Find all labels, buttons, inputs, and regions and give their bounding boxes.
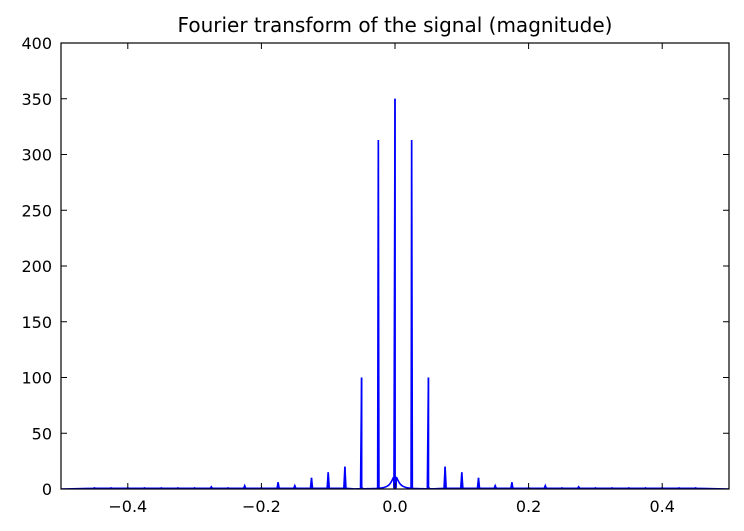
x-axis-ticks: −0.4 −0.2 0.0 0.2 0.4 bbox=[108, 43, 675, 516]
x-tick-label: 0.2 bbox=[516, 497, 541, 516]
x-tick-label: 0.4 bbox=[649, 497, 674, 516]
y-tick-label: 200 bbox=[21, 257, 52, 276]
x-tick-label: −0.2 bbox=[242, 497, 281, 516]
y-tick-label: 100 bbox=[21, 369, 52, 388]
y-tick-label: 350 bbox=[21, 90, 52, 109]
x-tick-label: −0.4 bbox=[108, 497, 147, 516]
y-tick-label: 150 bbox=[21, 313, 52, 332]
plot-area-frame bbox=[60, 42, 730, 490]
chart-title: Fourier transform of the signal (magnitu… bbox=[178, 13, 613, 37]
y-tick-label: 300 bbox=[21, 146, 52, 165]
y-axis-ticks: 0 50 100 150 200 250 300 350 400 bbox=[21, 34, 729, 499]
y-tick-label: 400 bbox=[21, 34, 52, 53]
y-tick-label: 0 bbox=[42, 480, 52, 499]
spectrum-peaks bbox=[93, 98, 697, 489]
y-tick-label: 250 bbox=[21, 201, 52, 220]
y-tick-label: 50 bbox=[32, 424, 52, 443]
x-tick-label: 0.0 bbox=[382, 497, 407, 516]
